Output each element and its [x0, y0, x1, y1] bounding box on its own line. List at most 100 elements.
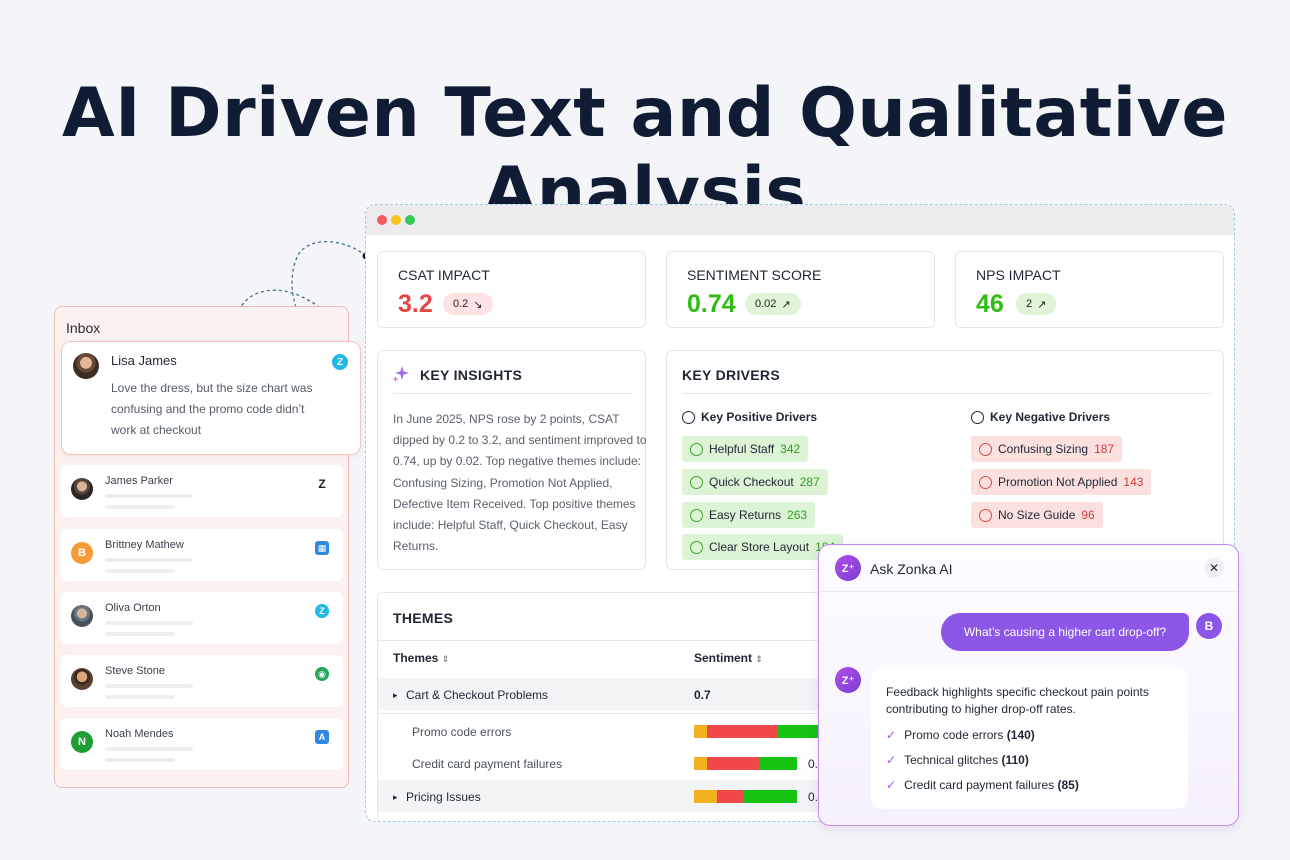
chat-title: Ask Zonka AI	[870, 561, 953, 577]
negative-driver-chip[interactable]: No Size Guide 96	[971, 502, 1103, 528]
inbox-row-oliva-orton[interactable]: Oliva Orton Z	[61, 592, 343, 644]
page-headline: AI Driven Text and Qualitative Analysis	[62, 74, 1228, 232]
negative-drivers-heading: Key Negative Drivers	[971, 410, 1110, 424]
smile-icon	[682, 410, 695, 424]
check-icon: ✓	[886, 753, 897, 767]
bar-segment-neutral	[694, 725, 707, 738]
answer-item: ✓ Technical glitches (110)	[886, 753, 1029, 767]
divider	[378, 640, 1234, 641]
column-header-themes[interactable]: Themes ⇕	[393, 651, 449, 665]
metric-label: NPS IMPACT	[976, 267, 1061, 283]
chip-count: 287	[799, 475, 820, 489]
inbox-row-steve-stone[interactable]: Steve Stone ◉	[61, 655, 343, 707]
window-close-dot[interactable]	[377, 215, 387, 225]
user-question-bubble: What’s causing a higher cart drop-off?	[941, 613, 1189, 651]
insights-text: In June 2025, NPS rose by 2 points, CSAT…	[393, 412, 647, 554]
bar-segment-neutral	[694, 790, 717, 803]
bar-segment-negative	[707, 725, 777, 738]
sort-icon: ⇕	[441, 654, 450, 664]
sort-icon: ⇕	[755, 654, 763, 664]
delta-value: 0.2	[453, 298, 469, 310]
frown-icon	[979, 508, 992, 522]
expand-caret-icon[interactable]: ▸	[393, 690, 398, 700]
chip-label: No Size Guide	[998, 508, 1076, 522]
preview-line	[105, 505, 175, 509]
window-minimize-dot[interactable]	[391, 215, 401, 225]
theme-label: Promo code errors	[412, 725, 512, 739]
app-store-icon: A	[315, 730, 329, 744]
chip-count: 187	[1094, 442, 1115, 456]
bar-segment-negative	[707, 757, 759, 770]
chip-label: Confusing Sizing	[998, 442, 1089, 456]
metric-card-sentiment: SENTIMENT SCORE 0.74 0.02 ↗	[666, 251, 935, 328]
sparkle-icon	[392, 366, 409, 382]
sentiment-bar	[694, 790, 797, 803]
heading-text: Key Negative Drivers	[990, 410, 1111, 424]
inbox-row-james-parker[interactable]: James Parker Z	[61, 465, 343, 517]
delta-value: 2	[1026, 298, 1033, 310]
sentiment-value: 0.	[808, 757, 819, 771]
chip-label: Helpful Staff	[709, 442, 775, 456]
table-row[interactable]: Credit card payment failures 0.	[378, 747, 1234, 779]
window-maximize-dot[interactable]	[405, 215, 415, 225]
table-row[interactable]: Promo code errors	[378, 715, 1234, 747]
metric-card-csat: CSAT IMPACT 3.2 0.2 ↘	[377, 251, 646, 328]
expand-caret-icon[interactable]: ▸	[393, 792, 398, 802]
preview-line	[105, 621, 193, 625]
sentiment-bar	[694, 725, 827, 738]
item-count: (85)	[1057, 778, 1079, 792]
preview-line	[105, 569, 175, 573]
chip-label: Quick Checkout	[709, 475, 794, 489]
negative-driver-chip[interactable]: Confusing Sizing 187	[971, 436, 1123, 462]
frown-icon	[979, 442, 992, 456]
metric-label: CSAT IMPACT	[398, 267, 490, 283]
item-text: Technical glitches	[904, 753, 999, 767]
chip-count: 342	[780, 442, 801, 456]
theme-label: Cart & Checkout Problems	[406, 688, 549, 702]
metric-value: 3.2	[398, 290, 433, 318]
answer-item: ✓ Promo code errors (140)	[886, 728, 1035, 742]
inbox-featured-message[interactable]: Lisa James Love the dress, but the size …	[61, 341, 361, 455]
metric-label: SENTIMENT SCORE	[687, 267, 822, 283]
sender-name: Noah Mendes	[105, 728, 174, 740]
chip-label: Easy Returns	[709, 508, 782, 522]
bar-segment-positive	[759, 757, 797, 770]
negative-driver-chip[interactable]: Promotion Not Applied 143	[971, 469, 1152, 495]
sender-name: Lisa James	[111, 353, 177, 368]
bar-segment-positive	[743, 790, 797, 803]
zendesk-icon: Z	[315, 477, 329, 491]
metric-delta-badge: 0.02 ↗	[745, 293, 801, 315]
sender-name: Steve Stone	[105, 665, 165, 677]
inbox-panel: Inbox Lisa James Love the dress, but the…	[54, 306, 361, 788]
theme-label: Pricing Issues	[406, 790, 481, 804]
avatar: B	[71, 542, 93, 564]
answer-item: ✓ Credit card payment failures (85)	[886, 778, 1079, 792]
positive-driver-chip[interactable]: Helpful Staff 342	[682, 436, 809, 462]
frown-icon	[979, 475, 992, 489]
column-header-sentiment[interactable]: Sentiment ⇕	[694, 651, 763, 665]
bar-segment-neutral	[694, 757, 707, 770]
positive-driver-chip[interactable]: Quick Checkout 287	[682, 469, 828, 495]
preview-line	[105, 695, 175, 699]
zonka-ai-logo-icon: Z⁺	[835, 555, 861, 581]
preview-line	[105, 558, 193, 562]
inbox-row-noah-mendes[interactable]: N Noah Mendes A	[61, 718, 343, 770]
zonka-icon: Z	[332, 354, 348, 370]
inbox-row-brittney-mathew[interactable]: B Brittney Mathew ▦	[61, 529, 343, 581]
user-avatar: B	[1196, 613, 1222, 639]
close-button[interactable]: ✕	[1204, 558, 1224, 578]
positive-driver-chip[interactable]: Clear Store Layout 184	[682, 534, 844, 560]
themes-title: THEMES	[393, 610, 454, 626]
zonka-ai-logo-icon: Z⁺	[835, 667, 861, 693]
chip-label: Clear Store Layout	[709, 540, 810, 554]
heading-text: Key Positive Drivers	[701, 410, 818, 424]
sentiment-bar	[694, 757, 797, 770]
positive-drivers-heading: Key Positive Drivers	[682, 410, 817, 424]
item-count: (140)	[1006, 728, 1035, 742]
ai-answer-bubble: Feedback highlights specific checkout pa…	[871, 667, 1188, 809]
key-drivers-card: KEY DRIVERS Key Positive Drivers Key Neg…	[666, 350, 1224, 570]
positive-driver-chip[interactable]: Easy Returns 263	[682, 502, 816, 528]
smile-icon	[690, 475, 703, 489]
trend-up-icon: ↗	[1037, 298, 1047, 311]
avatar	[73, 353, 99, 379]
